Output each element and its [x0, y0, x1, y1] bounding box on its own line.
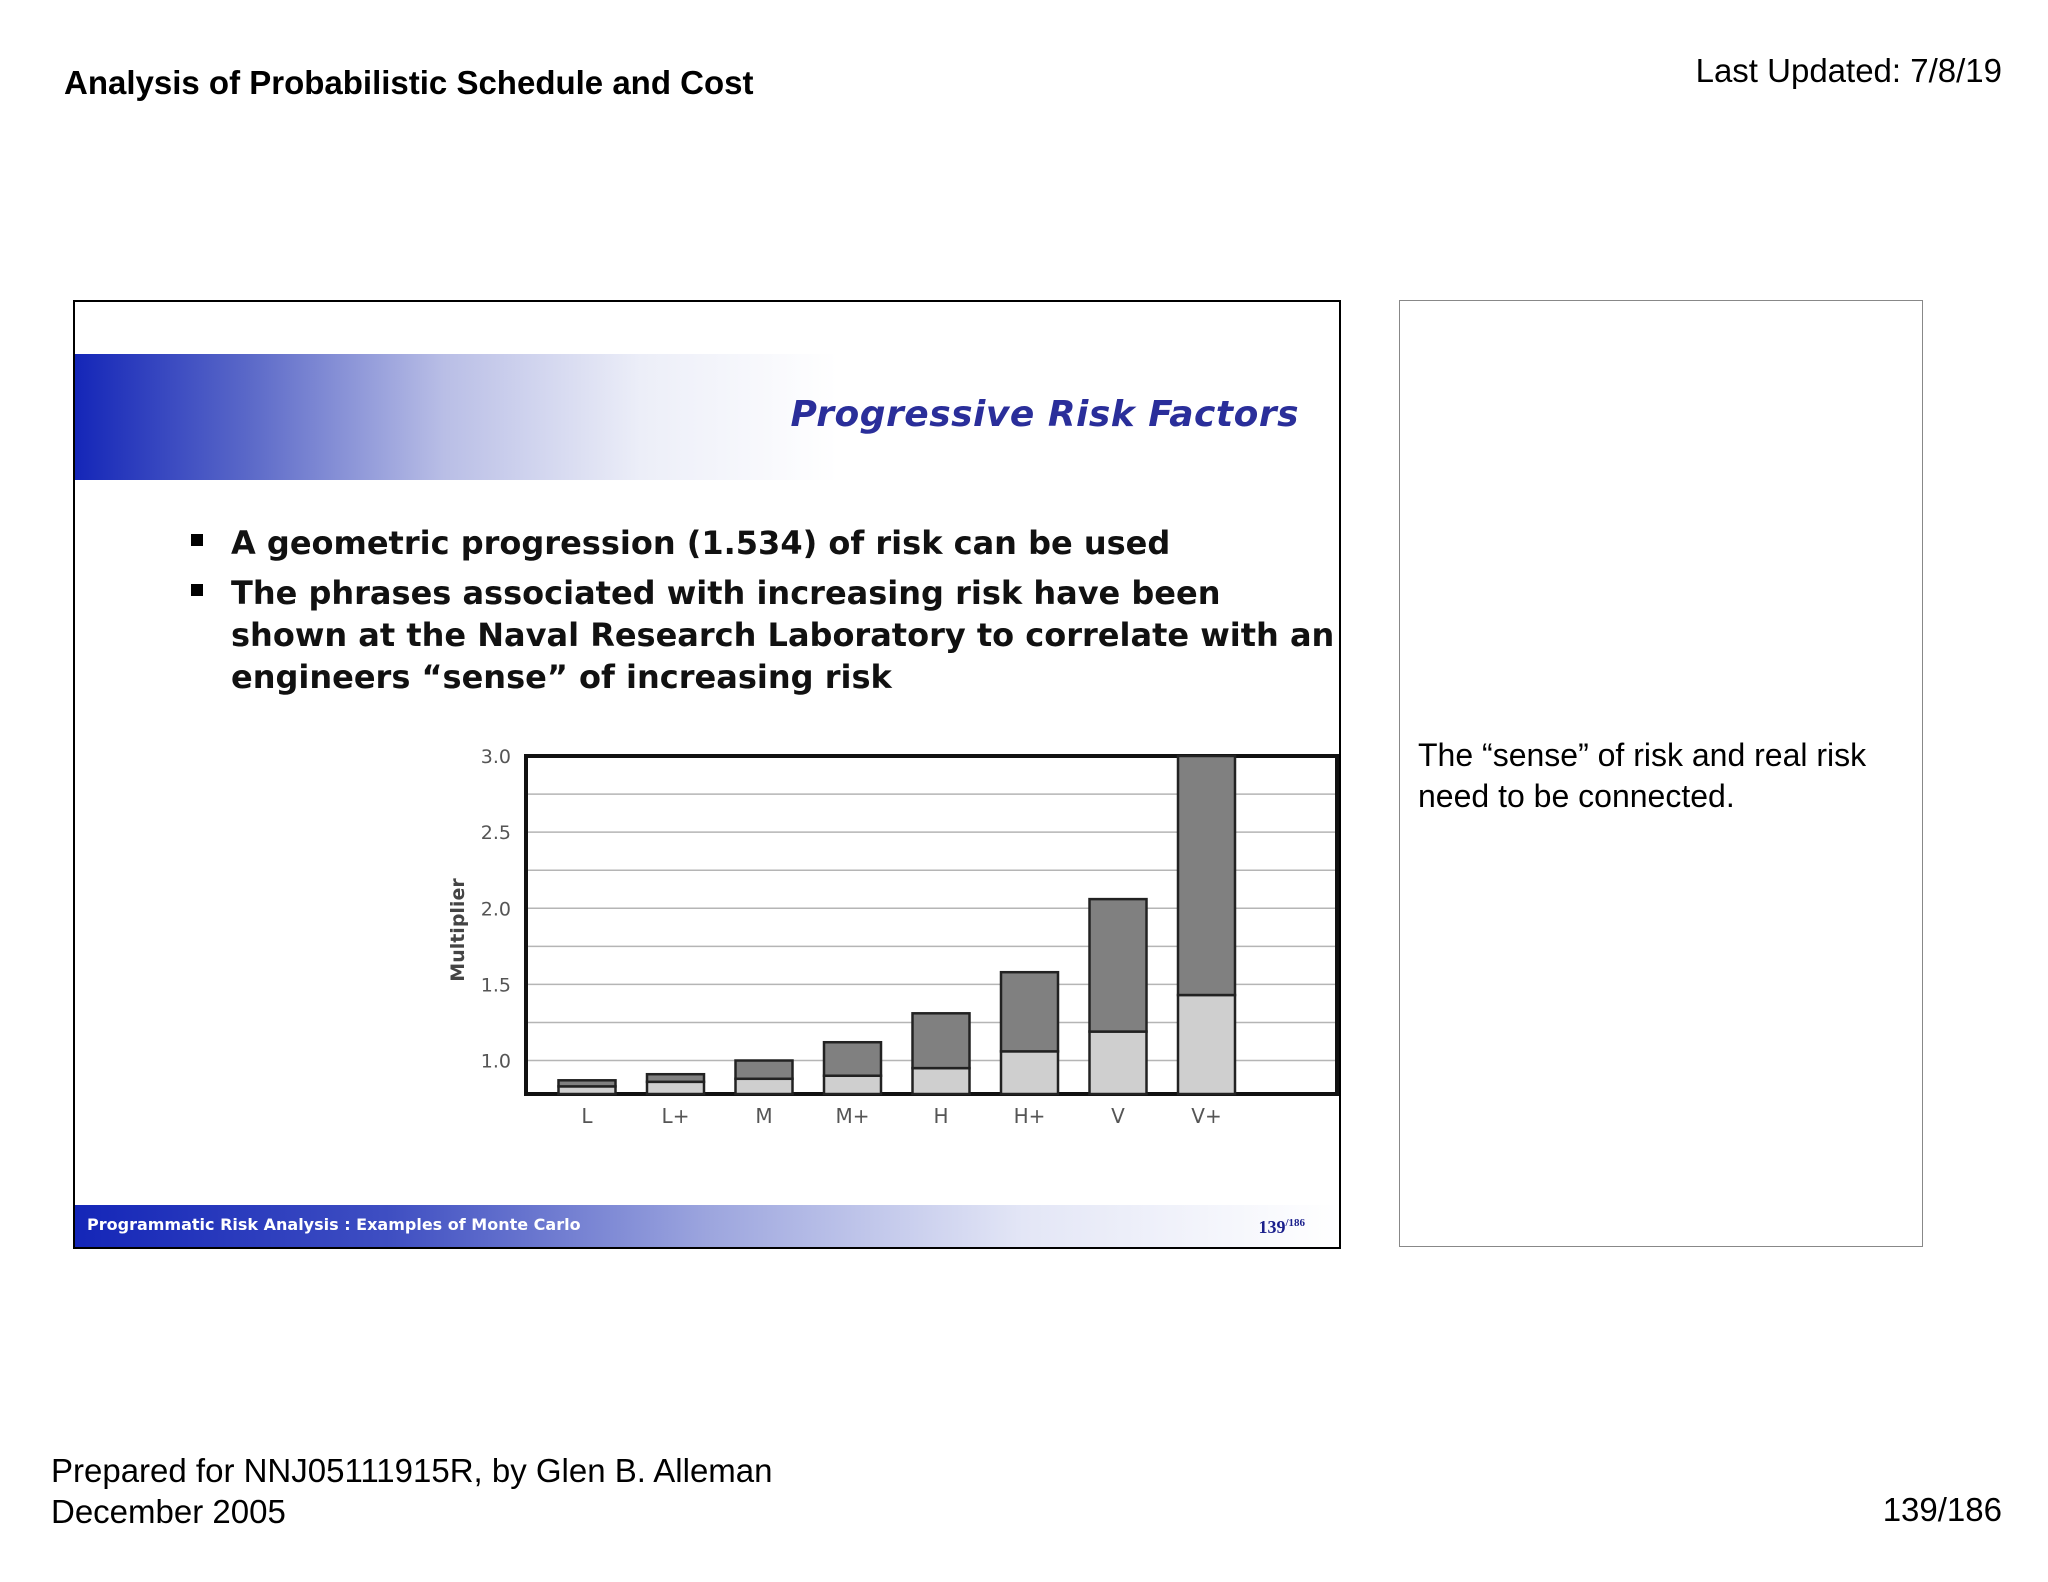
bar-lower-segment — [645, 1080, 706, 1096]
bullet-list: A geometric progression (1.534) of risk … — [153, 522, 1334, 706]
bar-upper-segment — [645, 1072, 706, 1084]
bar-upper-segment — [911, 1012, 971, 1070]
x-tick-label: M — [755, 1104, 772, 1128]
y-axis-label: Multiplier — [447, 878, 469, 982]
slide-page-number: 139/186 — [1258, 1217, 1305, 1238]
slide-image: Progressive Risk Factors A geometric pro… — [73, 300, 1341, 1249]
y-tick-label: 2.0 — [481, 898, 511, 920]
slide-page-total: /186 — [1285, 1217, 1305, 1229]
bar-lower-segment — [1088, 1030, 1148, 1096]
x-tick-label: M+ — [835, 1104, 869, 1128]
notes-panel: The “sense” of risk and real risk need t… — [1399, 300, 1923, 1247]
y-tick-label: 1.5 — [481, 974, 511, 996]
y-tick-label: 1.0 — [481, 1051, 511, 1073]
bar-upper-segment — [1176, 754, 1237, 997]
x-tick-label: V+ — [1191, 1104, 1221, 1128]
document-title: Analysis of Probabilistic Schedule and C… — [64, 64, 754, 101]
bar-upper-segment — [822, 1040, 883, 1077]
bar-lower-segment — [822, 1074, 883, 1096]
bar-upper-segment — [1088, 897, 1148, 1033]
y-tick-label: 2.5 — [481, 822, 511, 844]
bar-lower-segment — [734, 1077, 794, 1096]
last-updated-date: Last Updated: 7/8/19 — [1695, 52, 2002, 89]
slide-footer-bar: Programmatic Risk Analysis : Examples of… — [75, 1205, 1339, 1247]
prepared-date: December 2005 — [51, 1493, 286, 1530]
notes-text: The “sense” of risk and real risk need t… — [1418, 737, 1867, 814]
page-number: 139/186 — [1882, 1491, 2002, 1528]
slide-footer-text: Programmatic Risk Analysis : Examples of… — [87, 1215, 581, 1234]
x-tick-label: L — [581, 1104, 593, 1128]
slide-page-current: 139 — [1258, 1217, 1286, 1237]
x-tick-label: H — [933, 1104, 948, 1128]
multiplier-chart: 3.0 2.5 2.0 1.5 1.0 Multiplier L L+ M M+ H H+ V V+ — [447, 746, 1339, 1128]
y-tick-label: 3.0 — [481, 746, 511, 768]
bullet-item: The phrases associated with increasing r… — [191, 572, 1339, 698]
bar-upper-segment — [557, 1079, 617, 1088]
prepared-line: Prepared for NNJ05111915R, by Glen B. Al… — [51, 1452, 773, 1489]
x-tick-label: L+ — [662, 1104, 690, 1128]
x-tick-label: H+ — [1014, 1104, 1046, 1128]
prepared-by: Prepared for NNJ05111915R, by Glen B. Al… — [51, 1450, 773, 1532]
bar-lower-segment — [1176, 993, 1237, 1096]
slide-title-banner — [75, 354, 1305, 480]
bar-upper-segment — [999, 970, 1060, 1053]
x-tick-label: V — [1111, 1104, 1125, 1128]
bar-lower-segment — [911, 1066, 971, 1096]
slide-title: Progressive Risk Factors — [790, 394, 1299, 435]
bar-upper-segment — [734, 1059, 794, 1081]
bar-lower-segment — [999, 1050, 1060, 1096]
bullet-item: A geometric progression (1.534) of risk … — [191, 522, 1339, 564]
